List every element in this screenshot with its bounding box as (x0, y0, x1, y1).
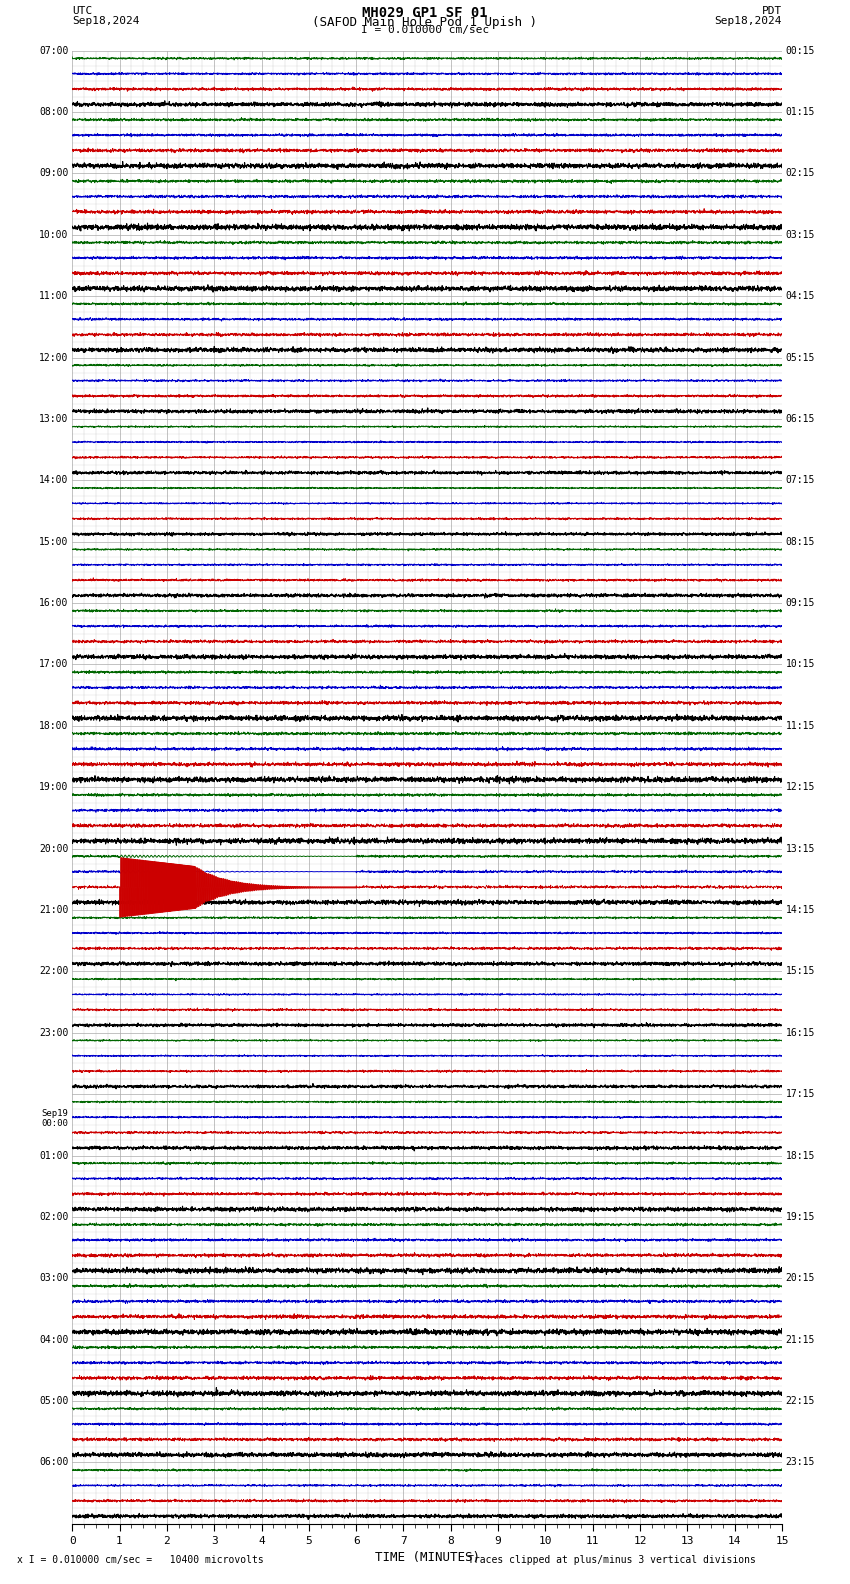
Text: 21:15: 21:15 (785, 1335, 815, 1345)
Text: 04:15: 04:15 (785, 291, 815, 301)
Text: PDT: PDT (762, 5, 782, 16)
Text: 11:15: 11:15 (785, 721, 815, 730)
Text: Sep18,2024: Sep18,2024 (715, 16, 782, 25)
Text: 05:00: 05:00 (39, 1396, 69, 1407)
Text: x I = 0.010000 cm/sec =   10400 microvolts: x I = 0.010000 cm/sec = 10400 microvolts (17, 1555, 264, 1565)
Text: 17:15: 17:15 (785, 1090, 815, 1099)
Text: 20:00: 20:00 (39, 844, 69, 854)
Text: 00:15: 00:15 (785, 46, 815, 55)
Text: 19:00: 19:00 (39, 782, 69, 792)
Text: 12:15: 12:15 (785, 782, 815, 792)
X-axis label: TIME (MINUTES): TIME (MINUTES) (375, 1551, 479, 1563)
Text: 23:15: 23:15 (785, 1457, 815, 1467)
Text: 17:00: 17:00 (39, 659, 69, 670)
Text: 08:15: 08:15 (785, 537, 815, 546)
Text: 16:15: 16:15 (785, 1028, 815, 1038)
Text: 10:00: 10:00 (39, 230, 69, 239)
Text: 04:00: 04:00 (39, 1335, 69, 1345)
Text: 07:00: 07:00 (39, 46, 69, 55)
Text: 01:00: 01:00 (39, 1150, 69, 1161)
Text: 01:15: 01:15 (785, 108, 815, 117)
Text: 02:15: 02:15 (785, 168, 815, 179)
Text: 03:15: 03:15 (785, 230, 815, 239)
Text: 03:00: 03:00 (39, 1274, 69, 1283)
Text: 05:15: 05:15 (785, 353, 815, 363)
Text: Sep18,2024: Sep18,2024 (72, 16, 139, 25)
Text: 02:00: 02:00 (39, 1212, 69, 1221)
Text: 22:00: 22:00 (39, 966, 69, 976)
Text: 06:15: 06:15 (785, 413, 815, 425)
Text: 15:15: 15:15 (785, 966, 815, 976)
Text: UTC: UTC (72, 5, 93, 16)
Text: 10:15: 10:15 (785, 659, 815, 670)
Text: 16:00: 16:00 (39, 599, 69, 608)
Text: 18:00: 18:00 (39, 721, 69, 730)
Text: Sep19
00:00: Sep19 00:00 (42, 1109, 69, 1128)
Text: 09:00: 09:00 (39, 168, 69, 179)
Text: 15:00: 15:00 (39, 537, 69, 546)
Text: 20:15: 20:15 (785, 1274, 815, 1283)
Text: 22:15: 22:15 (785, 1396, 815, 1407)
Text: (SAFOD Main Hole Pod 1 Upish ): (SAFOD Main Hole Pod 1 Upish ) (313, 16, 537, 29)
Text: 09:15: 09:15 (785, 599, 815, 608)
Text: 19:15: 19:15 (785, 1212, 815, 1221)
Text: 06:00: 06:00 (39, 1457, 69, 1467)
Text: 07:15: 07:15 (785, 475, 815, 485)
Text: 11:00: 11:00 (39, 291, 69, 301)
Text: I = 0.010000 cm/sec: I = 0.010000 cm/sec (361, 25, 489, 35)
Text: 13:00: 13:00 (39, 413, 69, 425)
Text: MH029 GP1 SF 01: MH029 GP1 SF 01 (362, 5, 488, 19)
Text: 18:15: 18:15 (785, 1150, 815, 1161)
Text: 23:00: 23:00 (39, 1028, 69, 1038)
Text: Traces clipped at plus/minus 3 vertical divisions: Traces clipped at plus/minus 3 vertical … (468, 1555, 756, 1565)
Text: 12:00: 12:00 (39, 353, 69, 363)
Text: 21:00: 21:00 (39, 904, 69, 916)
Text: 14:15: 14:15 (785, 904, 815, 916)
Text: 14:00: 14:00 (39, 475, 69, 485)
Text: 13:15: 13:15 (785, 844, 815, 854)
Text: 08:00: 08:00 (39, 108, 69, 117)
